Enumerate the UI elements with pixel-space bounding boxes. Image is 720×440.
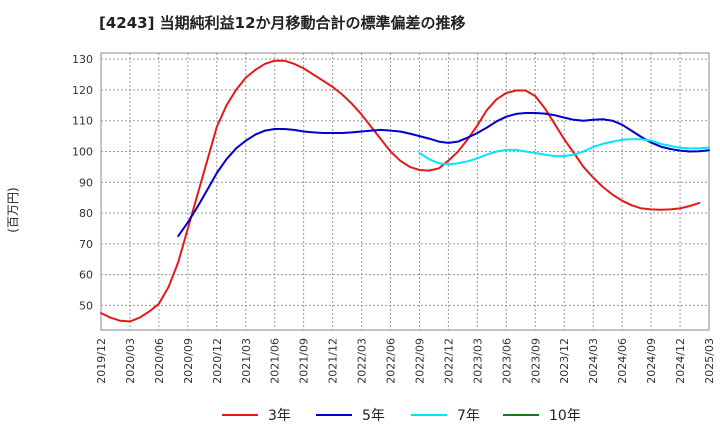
x-tick-label: 2023/12: [558, 338, 571, 384]
x-tick-label: 2020/09: [182, 338, 195, 384]
legend-label: 7年: [457, 408, 480, 424]
legend-item-1: 3年: [222, 402, 291, 428]
y-tick-label: 130: [72, 53, 93, 66]
x-tick-label: 2022/09: [413, 338, 426, 384]
x-tick-label: 2024/03: [587, 338, 600, 384]
x-tick-label: 2021/12: [327, 338, 340, 384]
legend-swatch: [503, 414, 539, 416]
series-line-2: [177, 112, 710, 238]
x-tick-label: 2021/06: [269, 338, 282, 384]
legend-label: 5年: [362, 408, 385, 424]
legend-swatch: [316, 414, 352, 416]
y-tick-label: 110: [72, 115, 93, 128]
x-tick-label: 2022/06: [385, 338, 398, 384]
plot-area: [100, 52, 710, 331]
x-tick-label: 2022/03: [356, 338, 369, 384]
y-tick-label: 100: [72, 145, 93, 158]
legend: 3年 5年 7年 10年: [0, 402, 720, 428]
x-tick-label: 2020/06: [153, 338, 166, 384]
x-tick-label: 2022/12: [442, 338, 455, 384]
x-tick-label: 2025/03: [703, 338, 716, 384]
legend-label: 10年: [549, 408, 581, 424]
x-tick-label: 2021/03: [240, 338, 253, 384]
series-layer: [100, 59, 710, 323]
y-tick-label: 60: [79, 269, 93, 282]
axis-layer: 2019/12 2020/03 2020/06 2020/09 2020/12 2021/…: [72, 53, 716, 384]
y-tick-label: 120: [72, 84, 93, 97]
x-tick-label: 2019/12: [95, 338, 108, 384]
x-tick-label: 2020/12: [211, 338, 224, 384]
y-tick-label: 50: [79, 299, 93, 312]
legend-item-4: 10年: [503, 402, 581, 428]
series-line-3: [418, 138, 710, 166]
x-tick-label: 2024/12: [674, 338, 687, 384]
x-tick-label: 2020/03: [124, 338, 137, 384]
legend-label: 3年: [268, 408, 291, 424]
x-tick-label: 2023/09: [529, 338, 542, 384]
x-tick-label: 2023/03: [471, 338, 484, 384]
series-line-1: [100, 59, 701, 323]
legend-item-2: 5年: [316, 402, 385, 428]
x-tick-label: 2024/09: [645, 338, 658, 384]
x-tick-label: 2024/06: [616, 338, 629, 384]
x-tick-label: 2021/09: [298, 338, 311, 384]
y-axis-label: (百万円): [6, 187, 20, 232]
chart-title: [4243] 当期純利益12か月移動合計の標準偏差の推移: [99, 14, 466, 32]
legend-swatch: [222, 414, 258, 416]
y-tick-label: 80: [79, 207, 93, 220]
legend-swatch: [411, 414, 447, 416]
x-tick-label: 2023/06: [500, 338, 513, 384]
legend-item-3: 7年: [411, 402, 480, 428]
y-tick-label: 90: [79, 176, 93, 189]
y-tick-label: 70: [79, 238, 93, 251]
grid-layer: [100, 52, 710, 331]
